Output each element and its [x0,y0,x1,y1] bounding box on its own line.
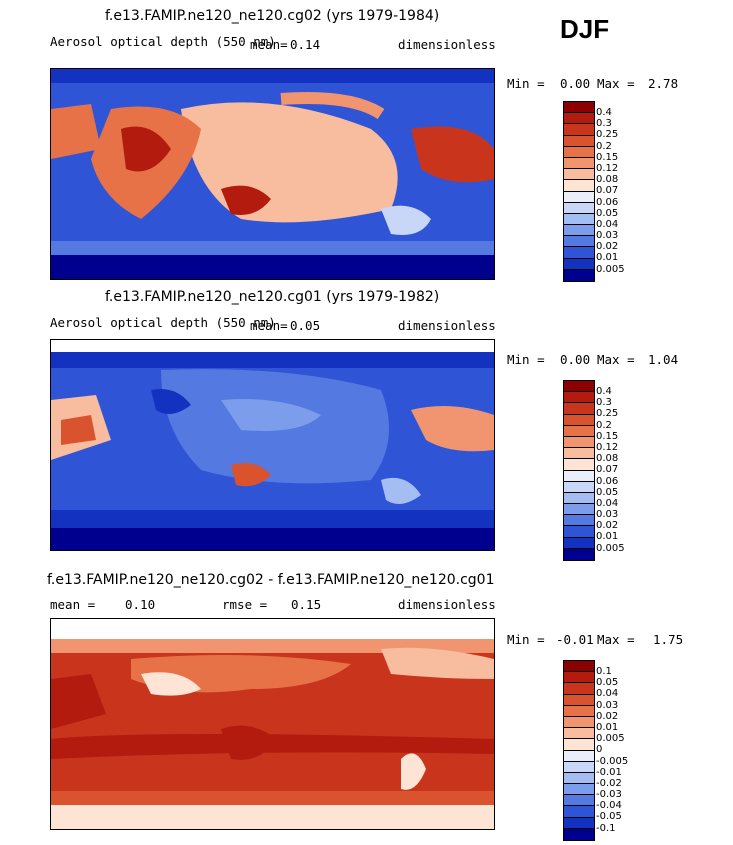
panel2-min-label: Min = [507,352,545,367]
panel1-map [50,68,495,280]
panel1-level: 0.06 [596,196,619,208]
panel3-min-label: Min = [507,632,545,647]
panel2-units: dimensionless [398,318,496,333]
panel2-level: 0.12 [596,441,619,453]
panel3-max-label: Max = [597,632,635,647]
panel1-level: 0.02 [596,241,619,253]
panel3-level: 0 [596,744,603,756]
panel3-level: 0.05 [596,677,619,689]
panel2-max-value: 1.04 [648,352,679,367]
panel3-level: -0.04 [596,800,622,812]
panel3-level: 0.03 [596,699,619,711]
panel1-level: 0.3 [596,118,612,130]
panel2-level: 0.06 [596,475,619,487]
panel1-level: 0.03 [596,230,619,242]
panel3-level: 0.005 [596,733,625,745]
panel3-level: 0.1 [596,666,612,677]
panel2-colorbar-labels: 0.4 0.3 0.25 0.2 0.15 0.12 0.08 0.07 0.0… [596,386,625,554]
panel1-title: f.e13.FAMIP.ne120_ne120.cg02 (yrs 1979-1… [105,8,440,24]
panel1-level: 0.2 [596,140,612,152]
panel1-colorbar-labels: 0.4 0.3 0.25 0.2 0.15 0.12 0.08 0.07 0.0… [596,107,625,275]
panel3-mean-label: mean = [50,597,96,612]
panel2-level: 0.4 [596,386,612,397]
panel3-max-value: 1.75 [653,632,684,647]
panel1-variable: Aerosol optical depth (550 nm) [50,34,276,49]
panel2-mean-value: 0.05 [290,318,321,333]
panel1-level: 0.25 [596,129,619,141]
panel1-level: 0.05 [596,207,619,219]
panel2-level: 0.2 [596,419,612,431]
panel1-level: 0.01 [596,252,619,264]
panel1-level: 0.04 [596,218,619,230]
panel3-level: 0.02 [596,710,619,722]
panel2-variable: Aerosol optical depth (550 nm) [50,315,276,330]
panel2-mean-label: mean= [250,318,288,333]
panel1-level: 0.005 [596,263,625,275]
panel3-mean-value: 0.10 [125,597,156,612]
panel2-level: 0.03 [596,509,619,521]
panel3-level: 0.01 [596,721,619,733]
panel1-level: 0.15 [596,151,619,163]
panel2-level: 0.08 [596,453,619,465]
panel3-level: -0.03 [596,789,622,801]
panel1-colorbar [563,101,595,282]
panel1-level: 0.12 [596,162,619,174]
panel2-level: 0.04 [596,497,619,509]
panel1-min-value: 0.00 [560,76,591,91]
panel3-level: -0.02 [596,777,622,789]
panel2-level: 0.05 [596,486,619,498]
panel1-min-label: Min = [507,76,545,91]
panel2-level: 0.15 [596,430,619,442]
panel3-level: -0.005 [596,755,629,767]
panel3-title: f.e13.FAMIP.ne120_ne120.cg02 - f.e13.FAM… [47,572,495,588]
panel3-level: -0.1 [596,822,616,834]
panel1-units: dimensionless [398,37,496,52]
panel1-mean-label: mean= [250,37,288,52]
panel2-title: f.e13.FAMIP.ne120_ne120.cg01 (yrs 1979-1… [105,289,440,305]
panel3-level: 0.04 [596,688,619,700]
panel2-map [50,339,495,551]
panel2-level: 0.3 [596,397,612,409]
panel2-level: 0.02 [596,520,619,532]
panel2-level: 0.07 [596,464,619,476]
season-label: DJF [560,14,610,44]
panel2-colorbar [563,380,595,561]
panel1-max-value: 2.78 [648,76,679,91]
panel3-rmse-value: 0.15 [291,597,322,612]
panel3-min-value: -0.01 [556,632,594,647]
panel3-colorbar [563,660,595,841]
panel3-colorbar-labels: 0.1 0.05 0.04 0.03 0.02 0.01 0.005 0 -0.… [596,666,628,834]
panel1-mean-value: 0.14 [290,37,321,52]
panel3-rmse-label: rmse = [222,597,268,612]
panel3-level: -0.01 [596,766,622,778]
panel2-max-label: Max = [597,352,635,367]
panel1-level: 0.4 [596,107,612,118]
panel2-min-value: 0.00 [560,352,591,367]
panel3-map [50,618,495,830]
panel1-level: 0.07 [596,185,619,197]
panel2-level: 0.01 [596,531,619,543]
panel3-level: -0.05 [596,811,622,823]
panel3-units: dimensionless [398,597,496,612]
panel1-max-label: Max = [597,76,635,91]
panel2-level: 0.25 [596,408,619,420]
panel2-level: 0.005 [596,542,625,554]
panel1-level: 0.08 [596,174,619,186]
